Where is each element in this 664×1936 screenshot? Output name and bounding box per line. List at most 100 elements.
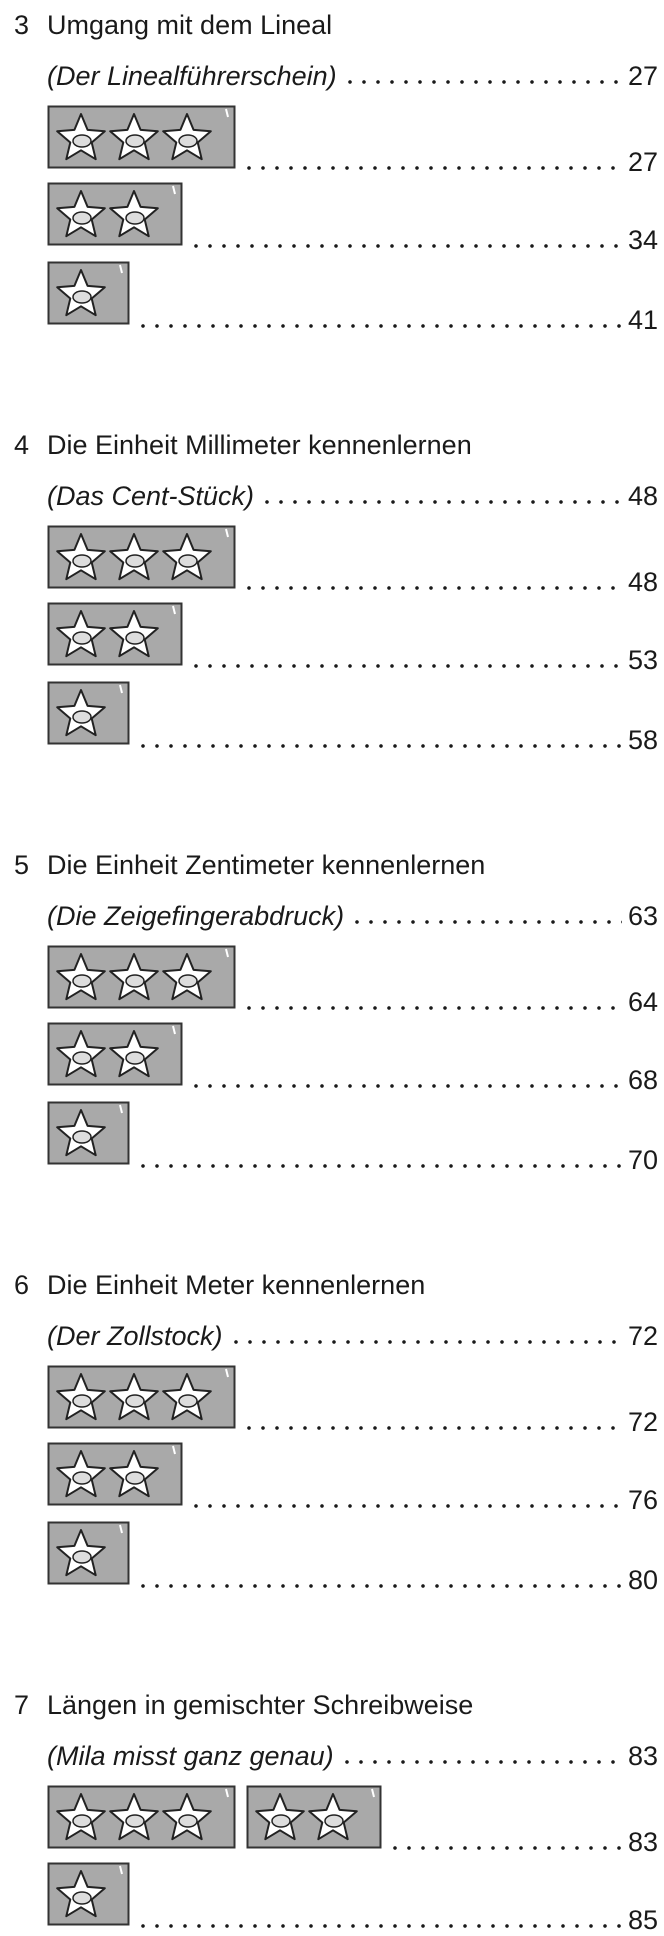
page-number: 83 — [628, 1740, 658, 1772]
page-number: 58 — [628, 724, 658, 756]
star-box — [47, 1022, 183, 1086]
level-row: 48 — [47, 525, 658, 598]
level-row: 64 — [47, 945, 658, 1018]
section-title-row: Längen in gemischter Schreibweise — [47, 1689, 658, 1721]
level-row: 27 — [47, 105, 658, 178]
star-boxes — [47, 1022, 183, 1086]
section-title: Längen in gemischter Schreibweise — [47, 1689, 473, 1721]
leader — [136, 1162, 622, 1170]
leader — [189, 1082, 622, 1090]
bird — [126, 1815, 144, 1827]
section-number: 3 — [14, 9, 29, 41]
star-box — [47, 602, 183, 666]
bird — [73, 291, 91, 303]
page-number: 27 — [628, 60, 658, 92]
page-number: 63 — [628, 900, 658, 932]
leader — [136, 742, 622, 750]
section-title: Umgang mit dem Lineal — [47, 9, 332, 41]
bird — [126, 135, 144, 147]
section-title: Die Einheit Zentimeter kennenlernen — [47, 849, 485, 881]
level-row: 80 — [47, 1521, 658, 1596]
section-number: 6 — [14, 1269, 29, 1301]
star-box — [47, 1101, 130, 1165]
star-box — [246, 1785, 382, 1849]
subtitle: (Der Linealführerschein) — [47, 60, 337, 92]
leader — [242, 584, 622, 592]
bird — [73, 212, 91, 224]
star-boxes — [47, 1785, 382, 1849]
page: 3 Umgang mit dem Lineal (Der Linealführers… — [0, 0, 664, 1901]
star-boxes — [47, 1442, 183, 1506]
bird — [73, 711, 91, 723]
level-row: 76 — [47, 1442, 658, 1516]
leader — [242, 1424, 622, 1432]
page-number: 76 — [628, 1484, 658, 1516]
subtitle-row: (Mila misst ganz genau)83 — [47, 1740, 658, 1772]
star-boxes — [47, 945, 236, 1009]
star-boxes — [47, 681, 130, 745]
page-number: 41 — [628, 304, 658, 336]
bird — [73, 135, 91, 147]
bird — [179, 135, 197, 147]
subtitle-row: (Der Zollstock) 72 — [47, 1320, 658, 1352]
leader — [189, 1502, 622, 1510]
bird — [179, 555, 197, 567]
star-box — [47, 525, 236, 589]
bird — [126, 212, 144, 224]
page-number: 80 — [628, 1564, 658, 1596]
bird — [126, 632, 144, 644]
leader — [242, 164, 622, 172]
page-number: 85 — [628, 1904, 658, 1936]
page-number: 72 — [628, 1406, 658, 1438]
section-title: Die Einheit Millimeter kennenlernen — [47, 429, 472, 461]
leader — [343, 78, 622, 86]
section-number: 4 — [14, 429, 29, 461]
page-number: 34 — [628, 224, 658, 256]
subtitle: (Der Zollstock) — [47, 1320, 223, 1352]
page-number: 48 — [628, 480, 658, 512]
bird — [73, 1472, 91, 1484]
leader — [189, 242, 622, 250]
star-boxes — [47, 1101, 130, 1165]
star-box — [47, 681, 130, 745]
level-row: 70 — [47, 1101, 658, 1176]
section-title-row: Die Einheit Meter kennenlernen — [47, 1269, 658, 1301]
leader — [136, 1582, 622, 1590]
section-title-row: Umgang mit dem Lineal — [47, 9, 658, 41]
star-boxes — [47, 1862, 130, 1926]
level-row: 85 — [47, 1862, 658, 1936]
leader — [229, 1338, 622, 1346]
subtitle-row: (Der Linealführerschein) 27 — [47, 60, 658, 92]
star-box — [47, 105, 236, 169]
page-number: 48 — [628, 566, 658, 598]
bird — [126, 975, 144, 987]
star-boxes — [47, 261, 130, 325]
bird — [126, 1472, 144, 1484]
bird — [73, 1815, 91, 1827]
leader — [136, 322, 622, 330]
star-box — [47, 945, 236, 1009]
star-boxes — [47, 1521, 130, 1585]
level-row: 83 — [47, 1785, 658, 1858]
star-box — [47, 1862, 130, 1926]
bird — [325, 1815, 343, 1827]
star-box — [47, 261, 130, 325]
bird — [73, 632, 91, 644]
subtitle-row: (Das Cent-Stück) 48 — [47, 480, 658, 512]
leader — [350, 918, 622, 926]
bird — [126, 1395, 144, 1407]
page-number: 83 — [628, 1826, 658, 1858]
star-box — [47, 1365, 236, 1429]
bird — [179, 1815, 197, 1827]
star-box — [47, 1521, 130, 1585]
subtitle: (Das Cent-Stück) — [47, 480, 254, 512]
level-row: 58 — [47, 681, 658, 756]
level-row: 34 — [47, 182, 658, 256]
subtitle-row: (Die Zeigefingerabdruck)63 — [47, 900, 658, 932]
page-number: 72 — [628, 1320, 658, 1352]
section-title-row: Die Einheit Zentimeter kennenlernen — [47, 849, 658, 881]
leader — [260, 498, 622, 506]
leader — [242, 1004, 622, 1012]
star-box — [47, 182, 183, 246]
level-row: 41 — [47, 261, 658, 336]
